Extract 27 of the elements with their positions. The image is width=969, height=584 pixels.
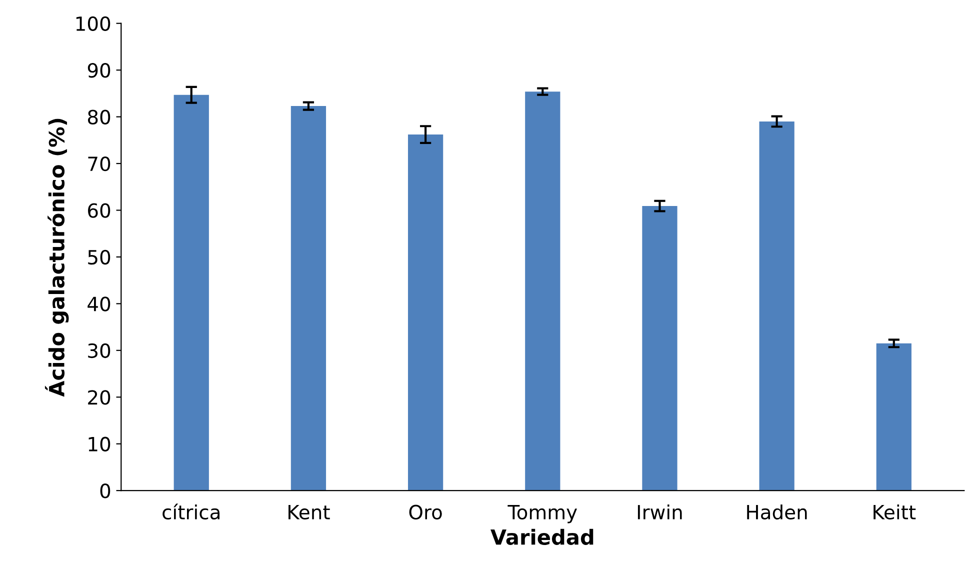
y-tick-label: 60 bbox=[88, 203, 110, 218]
y-axis-title: Ácido galacturónico (%) bbox=[44, 118, 69, 397]
y-tick-label: 90 bbox=[88, 63, 110, 78]
y-tick-label: 80 bbox=[88, 110, 110, 124]
x-tick-label: Keitt bbox=[874, 504, 916, 520]
bar bbox=[876, 343, 912, 491]
x-axis-title: Variedad bbox=[490, 528, 594, 545]
bar bbox=[759, 121, 794, 491]
x-tick-label: Tommy bbox=[508, 505, 577, 524]
bar bbox=[408, 134, 444, 491]
y-tick-label: 30 bbox=[88, 343, 110, 358]
bar bbox=[642, 206, 678, 491]
bar bbox=[174, 94, 209, 491]
bar bbox=[525, 92, 560, 491]
x-tick-label: Irwin bbox=[638, 504, 682, 520]
y-tick-label: 50 bbox=[88, 250, 110, 265]
x-tick-label: Kent bbox=[288, 505, 330, 520]
y-tick-label: 40 bbox=[88, 296, 110, 312]
y-tick-label: 20 bbox=[88, 390, 110, 405]
x-tick-label: Oro bbox=[409, 504, 442, 520]
y-tick-label: 70 bbox=[88, 156, 110, 172]
y-tick-label: 10 bbox=[88, 436, 110, 452]
y-tick-label: 0 bbox=[100, 484, 110, 498]
x-tick-label: cítrica bbox=[162, 504, 220, 520]
y-tick-label: 100 bbox=[76, 16, 110, 32]
bar bbox=[290, 106, 326, 491]
x-tick-label: Haden bbox=[747, 504, 807, 520]
